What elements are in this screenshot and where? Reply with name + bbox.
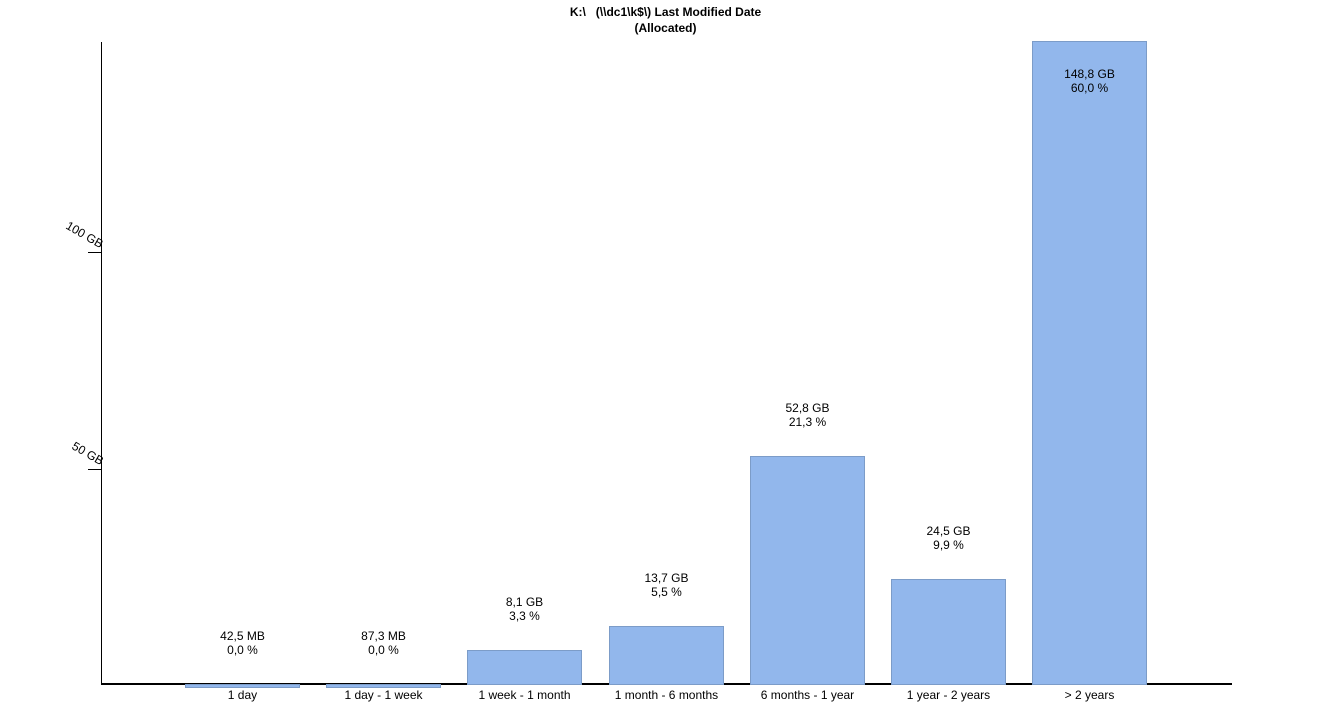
chart-subtitle: (Allocated)	[634, 21, 697, 35]
bar-size-label: 8,1 GB	[505, 595, 544, 609]
bar-value-label: 8,1 GB 3,3 %	[445, 595, 605, 623]
x-axis-label: 1 week - 1 month	[478, 688, 571, 702]
y-axis	[101, 42, 102, 685]
bar-size-label: 24,5 GB	[926, 524, 971, 538]
bar-1-year-2-years[interactable]	[891, 579, 1006, 685]
bar-1-week-1-month[interactable]	[467, 650, 582, 685]
bar-6-months-1-year[interactable]	[750, 456, 865, 685]
bar-value-label: 87,3 MB 0,0 %	[304, 629, 464, 657]
x-axis-label: 1 month - 6 months	[614, 688, 719, 702]
bar-size-label: 42,5 MB	[220, 629, 265, 643]
x-axis-label: 1 day	[227, 688, 258, 702]
bar-percent-label: 3,3 %	[509, 609, 540, 623]
y-axis-tick	[88, 469, 101, 470]
bar-percent-label: 60,0 %	[1070, 81, 1109, 95]
bar-size-label: 13,7 GB	[644, 571, 689, 585]
x-axis-label: 1 year - 2 years	[906, 688, 991, 702]
bar-1-day-1-week[interactable]	[326, 684, 441, 688]
x-axis-label: 1 day - 1 week	[344, 688, 423, 702]
bar-percent-label: 0,0 %	[368, 643, 399, 657]
bar-percent-label: 0,0 %	[227, 643, 258, 657]
bar-1-month-6-months[interactable]	[609, 626, 724, 685]
bar-value-label: 148,8 GB 60,0 %	[1010, 67, 1170, 95]
x-axis-label: > 2 years	[1064, 688, 1115, 702]
bar-2-years[interactable]	[1032, 41, 1147, 685]
bar-value-label: 42,5 MB 0,0 %	[163, 629, 323, 657]
bar-percent-label: 9,9 %	[933, 538, 964, 552]
bar-value-label: 24,5 GB 9,9 %	[869, 524, 1029, 552]
bar-size-label: 52,8 GB	[785, 401, 830, 415]
bar-size-label: 87,3 MB	[361, 629, 406, 643]
bar-percent-label: 5,5 %	[651, 585, 682, 599]
y-axis-tick	[88, 252, 101, 253]
bar-value-label: 52,8 GB 21,3 %	[728, 401, 888, 429]
bar-value-label: 13,7 GB 5,5 %	[587, 571, 747, 599]
bar-percent-label: 21,3 %	[788, 415, 827, 429]
chart-title: K:\ (\\dc1\k$\) Last Modified Date	[569, 5, 762, 19]
bar-size-label: 148,8 GB	[1064, 67, 1115, 81]
bar-1-day[interactable]	[185, 684, 300, 688]
y-tick-label: 100 GB	[63, 218, 106, 251]
chart-title-block: K:\ (\\dc1\k$\) Last Modified Date (Allo…	[0, 4, 1331, 36]
x-axis-label: 6 months - 1 year	[760, 688, 855, 702]
